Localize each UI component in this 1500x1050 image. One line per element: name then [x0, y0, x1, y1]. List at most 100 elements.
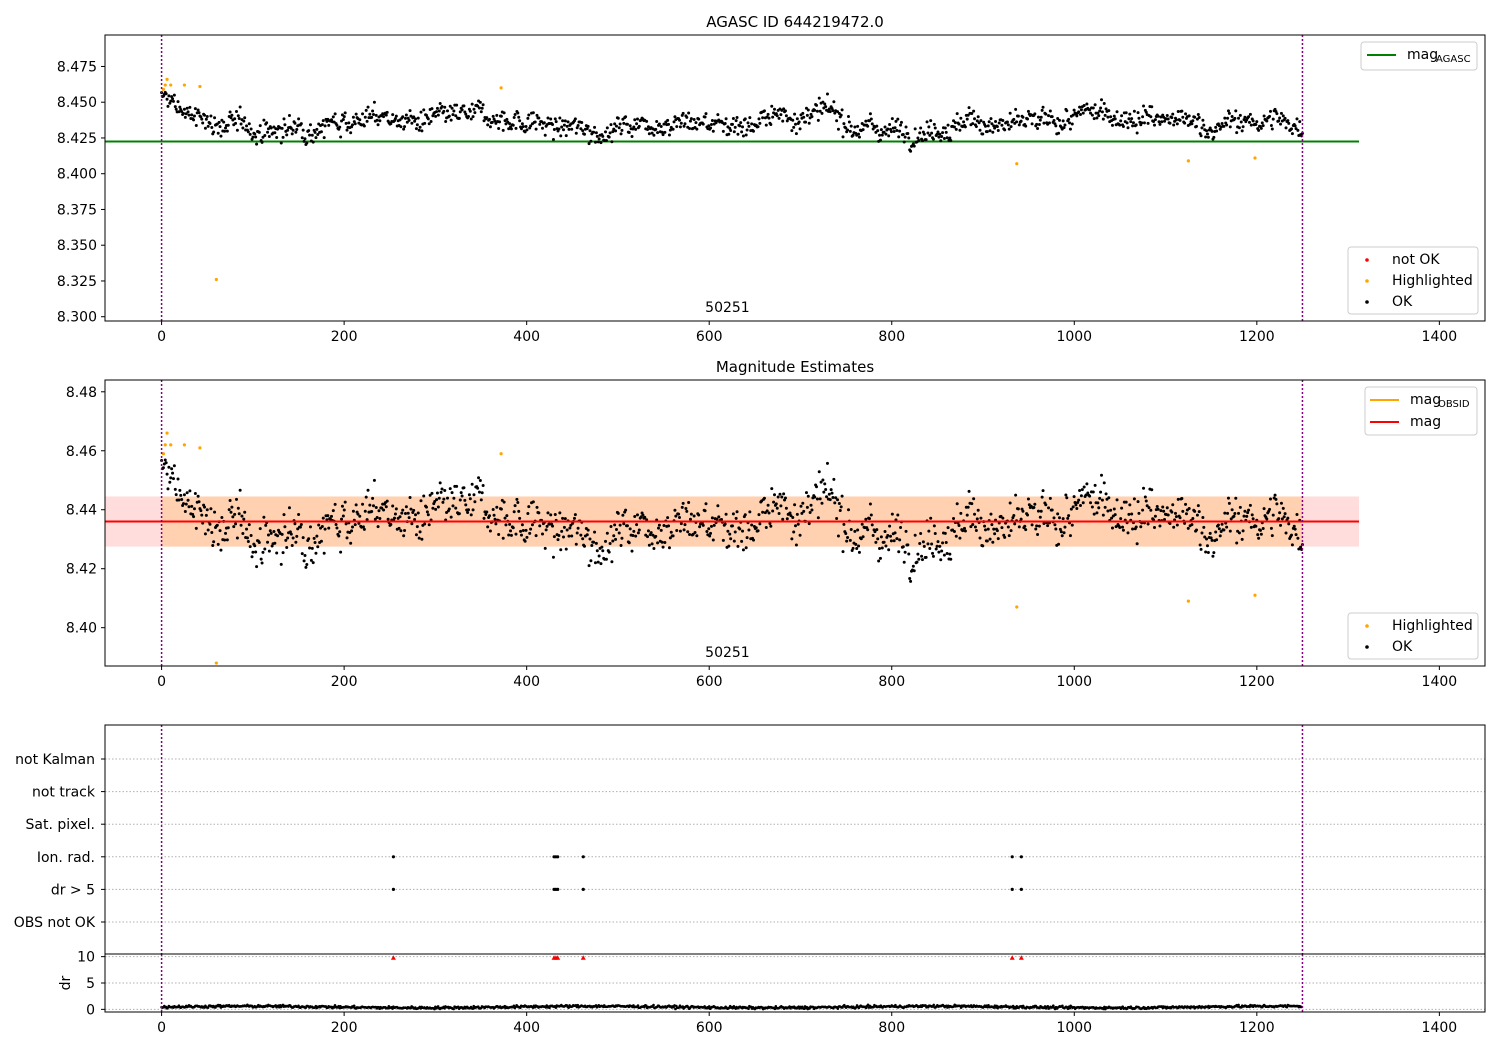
panel1-ok-point [361, 112, 365, 116]
panel2-ok-point [480, 491, 484, 495]
panel1-ok-point [955, 112, 959, 116]
panel2-ok-point [613, 523, 617, 527]
panel2-ok-point [339, 550, 343, 554]
panel1-ok-point [186, 110, 190, 114]
panel2-ok-point [232, 525, 236, 529]
panel2-ok-point [364, 495, 368, 499]
panel1-ok-point [841, 135, 845, 139]
panel2-ok-point [794, 543, 798, 547]
panel1-ok-point [604, 130, 608, 134]
panel1-ok-point [320, 123, 324, 127]
panel2-ok-point [269, 531, 273, 535]
panel2-ok-point [778, 492, 782, 496]
panel2-ok-point [1038, 515, 1042, 519]
panel1-ok-point [707, 124, 711, 128]
panel1-legend-upper [1360, 41, 1478, 71]
panel1-ok-point [1210, 129, 1214, 133]
panel2-ok-point [247, 523, 251, 527]
panel2-ok-point [1142, 486, 1146, 490]
panel1-ok-point [832, 100, 836, 104]
panel1-ok-point [729, 129, 733, 133]
panel2-ok-point [976, 508, 980, 512]
panel2-ok-point [438, 481, 442, 485]
panel1-ok-point [876, 129, 880, 133]
panel2-ok-point [1174, 515, 1178, 519]
panel1-ok-point [289, 126, 293, 130]
panel1-ok-point [1006, 123, 1010, 127]
panel2-ok-point [628, 527, 632, 531]
panel4-xtick-label: 1000 [1056, 1020, 1092, 1036]
panel1-ok-point [495, 113, 499, 117]
panel2-ok-point [526, 511, 530, 515]
panel2-ok-point [382, 508, 386, 512]
panel1-ok-point [1134, 123, 1138, 127]
panel2-ok-point [1200, 531, 1204, 535]
panel2-ok-point [309, 558, 313, 562]
panel1-ok-point [1067, 117, 1071, 121]
panel1-ok-point [482, 119, 486, 123]
panel1-ok-point [1050, 115, 1054, 119]
panel1-ok-point [628, 124, 632, 128]
panel2-legend-label: OK [1392, 639, 1413, 655]
panel2-ok-point [1036, 532, 1040, 536]
panel2-ok-point [720, 518, 724, 522]
panel2-ok-point [820, 501, 824, 505]
panel2-ok-point [757, 513, 761, 517]
panel2-ok-point [1281, 506, 1285, 510]
panel2-ok-point [205, 508, 209, 512]
panel1-ok-point [1255, 120, 1259, 124]
panel2-ok-point [572, 516, 576, 520]
panel2-ok-point [1121, 525, 1125, 529]
panel2-ok-point [314, 551, 318, 555]
panel2-ok-point [1139, 525, 1143, 529]
panel2-ok-point [660, 540, 664, 544]
panel2-ok-point [834, 496, 838, 500]
panel2-ok-point [1082, 485, 1086, 489]
panel1-ok-point [374, 113, 378, 117]
panel2-ok-point [1268, 497, 1272, 501]
panel1-ok-point [499, 114, 503, 118]
panel2-ok-point [785, 517, 789, 521]
panel1-ok-point [350, 123, 354, 127]
panel2-ok-point [538, 524, 542, 528]
panel2-ok-point [1073, 501, 1077, 505]
panel1-ok-point [347, 121, 351, 125]
panel1-ok-point [554, 120, 558, 124]
panel2-ok-point [1146, 522, 1150, 526]
panel1-ok-point [1196, 113, 1200, 117]
panel2-ok-point [417, 536, 421, 540]
panel2-ok-point [561, 516, 565, 520]
panel1-ok-point [269, 126, 273, 130]
panel1-ok-point [1033, 112, 1037, 116]
panel2-ok-point [637, 528, 641, 532]
panel2-ok-point [1097, 506, 1101, 510]
panel2-ok-point [192, 515, 196, 519]
panel1-ok-point [403, 125, 407, 129]
panel2-ok-point [457, 512, 461, 516]
panel1-legend-label: OK [1392, 294, 1413, 310]
panel1-ok-point [883, 125, 887, 129]
panel1-ok-point [899, 120, 903, 124]
panel1-ok-point [497, 126, 501, 130]
panel2-ok-point [1243, 509, 1247, 513]
panel1-ok-point [630, 135, 634, 139]
panel1-ok-point [743, 117, 747, 121]
panel2-ok-point [601, 549, 605, 553]
panel2-ok-point [425, 510, 429, 514]
panel1-highlighted-point [198, 84, 202, 89]
panel2-ok-point [1161, 505, 1165, 509]
panel1-ok-point [415, 123, 419, 127]
panel1-ok-point [601, 134, 605, 138]
panel1-ok-point [193, 107, 197, 111]
panel2-ok-point [333, 502, 337, 506]
panel2-ok-point [1259, 532, 1263, 536]
panel1-ok-point [444, 119, 448, 123]
panel2-ok-point [462, 486, 466, 490]
panel2-highlighted-point [165, 431, 169, 435]
panel1-ok-point [520, 122, 524, 126]
panel1-ok-point [285, 133, 289, 137]
panel2-ok-point [979, 516, 983, 520]
panel1-ok-point [1129, 120, 1133, 124]
panel1-ok-point [661, 133, 665, 137]
panel2-ok-point [727, 544, 731, 548]
